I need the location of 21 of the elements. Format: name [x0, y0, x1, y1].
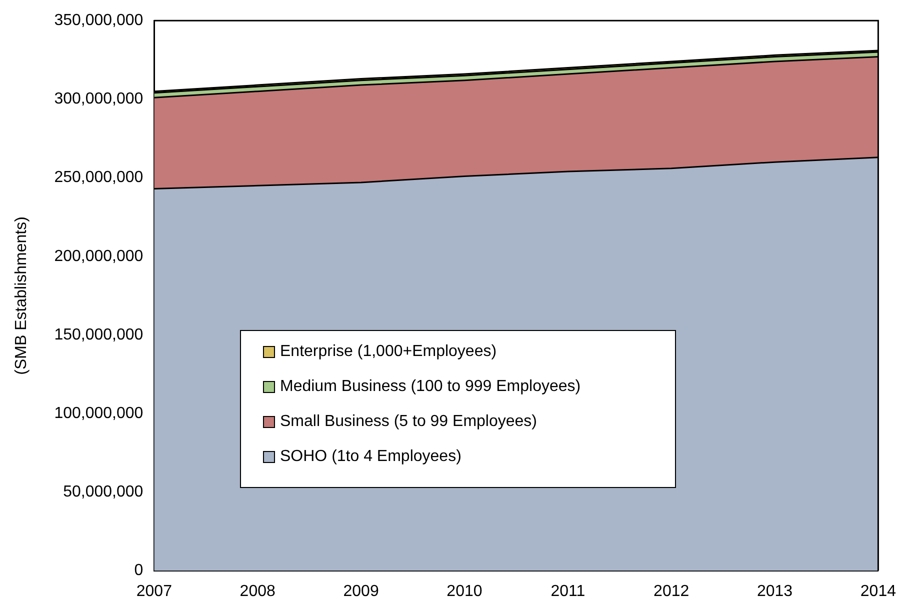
legend-label: Small Business (5 to 99 Employees) [280, 413, 537, 431]
x-tick-label: 2011 [550, 582, 586, 600]
y-tick-label: 0 [134, 562, 144, 580]
x-tick-label: 2009 [343, 582, 379, 600]
y-tick-label: 150,000,000 [54, 326, 144, 344]
y-tick-label: 350,000,000 [54, 12, 144, 30]
legend-label: Enterprise (1,000+Employees) [280, 343, 497, 361]
legend-label: Medium Business (100 to 999 Employees) [280, 378, 581, 396]
x-tick-label: 2008 [240, 582, 276, 600]
y-tick-label: 200,000,000 [54, 248, 144, 265]
y-tick-label: 50,000,000 [63, 484, 144, 501]
legend-label: SOHO (1to 4 Employees) [280, 448, 462, 466]
x-tick-label: 2013 [756, 582, 793, 600]
y-tick-label: 100,000,000 [54, 405, 144, 422]
x-tick-label: 2007 [136, 582, 172, 600]
y-tick-label: 250,000,000 [54, 169, 144, 186]
y-tick-label: 300,000,000 [54, 90, 144, 108]
x-tick-label: 2012 [654, 582, 690, 600]
x-tick-label: 2010 [446, 582, 482, 600]
y-axis-title: (SMB Establishments) [13, 216, 30, 375]
x-tick-label: 2014 [860, 582, 896, 600]
